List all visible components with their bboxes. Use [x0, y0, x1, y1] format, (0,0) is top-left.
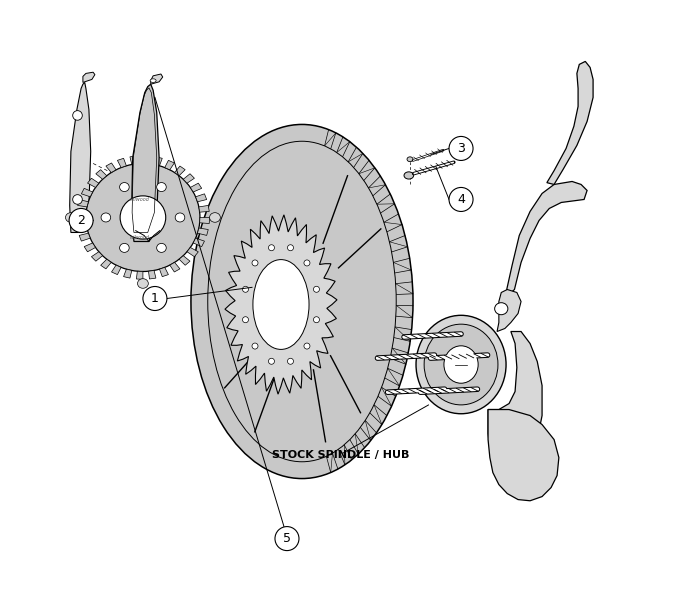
Circle shape [288, 245, 293, 251]
Text: STOCK SPINDLE / HUB: STOCK SPINDLE / HUB [272, 450, 410, 459]
Text: wilwood: wilwood [130, 235, 150, 241]
Polygon shape [195, 194, 206, 202]
Circle shape [449, 188, 473, 212]
Polygon shape [547, 62, 593, 185]
Text: 1: 1 [151, 292, 159, 305]
Polygon shape [199, 218, 209, 224]
Polygon shape [148, 271, 156, 279]
Circle shape [269, 358, 274, 364]
Polygon shape [136, 271, 143, 279]
Circle shape [73, 195, 83, 204]
Circle shape [242, 286, 248, 292]
Polygon shape [183, 174, 195, 183]
Ellipse shape [137, 279, 148, 288]
Polygon shape [76, 212, 86, 218]
Ellipse shape [253, 260, 309, 349]
Text: 4: 4 [457, 193, 465, 206]
Ellipse shape [444, 346, 478, 384]
Circle shape [275, 526, 299, 551]
Ellipse shape [407, 157, 413, 162]
Circle shape [288, 358, 293, 364]
Polygon shape [96, 169, 106, 179]
Ellipse shape [120, 183, 130, 192]
Polygon shape [190, 183, 202, 192]
Circle shape [449, 136, 473, 160]
Polygon shape [130, 156, 137, 165]
Polygon shape [225, 215, 337, 394]
Polygon shape [88, 178, 99, 188]
Text: 3: 3 [457, 142, 465, 155]
Ellipse shape [191, 124, 413, 479]
Polygon shape [488, 332, 542, 470]
Polygon shape [199, 206, 209, 212]
Polygon shape [497, 289, 521, 332]
Text: wilwood: wilwood [130, 197, 150, 202]
Polygon shape [150, 74, 162, 84]
Circle shape [73, 110, 83, 120]
Circle shape [252, 343, 258, 349]
Polygon shape [76, 223, 87, 230]
Ellipse shape [86, 163, 200, 271]
Ellipse shape [157, 244, 167, 253]
Ellipse shape [101, 213, 111, 222]
Polygon shape [506, 182, 587, 295]
Ellipse shape [150, 79, 156, 83]
Polygon shape [143, 156, 150, 163]
Circle shape [242, 317, 248, 323]
Ellipse shape [416, 315, 506, 414]
Ellipse shape [495, 303, 508, 315]
Ellipse shape [120, 196, 166, 239]
Ellipse shape [209, 213, 220, 223]
Circle shape [252, 260, 258, 266]
Polygon shape [101, 259, 111, 269]
Polygon shape [83, 72, 95, 83]
Ellipse shape [404, 172, 414, 179]
Ellipse shape [120, 244, 130, 253]
Polygon shape [187, 247, 198, 257]
Text: 2: 2 [77, 214, 85, 227]
Polygon shape [70, 83, 91, 233]
Ellipse shape [208, 141, 396, 462]
Text: 5: 5 [283, 532, 291, 545]
Circle shape [304, 260, 310, 266]
Polygon shape [174, 166, 186, 175]
Ellipse shape [424, 324, 498, 405]
Polygon shape [92, 251, 103, 261]
Polygon shape [78, 200, 88, 207]
Polygon shape [193, 238, 204, 247]
Circle shape [304, 343, 310, 349]
Ellipse shape [137, 147, 148, 156]
Polygon shape [106, 163, 116, 172]
Ellipse shape [157, 183, 167, 192]
Polygon shape [488, 409, 559, 500]
Circle shape [69, 209, 93, 233]
Polygon shape [179, 256, 190, 265]
Ellipse shape [66, 213, 76, 223]
Polygon shape [111, 265, 121, 274]
Polygon shape [164, 160, 174, 170]
Polygon shape [81, 188, 92, 197]
Circle shape [314, 286, 319, 292]
Polygon shape [84, 243, 95, 252]
Circle shape [269, 245, 274, 251]
Polygon shape [160, 267, 169, 277]
Ellipse shape [175, 213, 185, 222]
Polygon shape [79, 233, 90, 241]
Polygon shape [118, 159, 127, 168]
Polygon shape [132, 84, 159, 241]
Circle shape [314, 317, 319, 323]
Polygon shape [124, 269, 132, 278]
Polygon shape [197, 228, 209, 235]
Circle shape [143, 286, 167, 311]
Polygon shape [170, 262, 180, 272]
Polygon shape [154, 157, 162, 166]
